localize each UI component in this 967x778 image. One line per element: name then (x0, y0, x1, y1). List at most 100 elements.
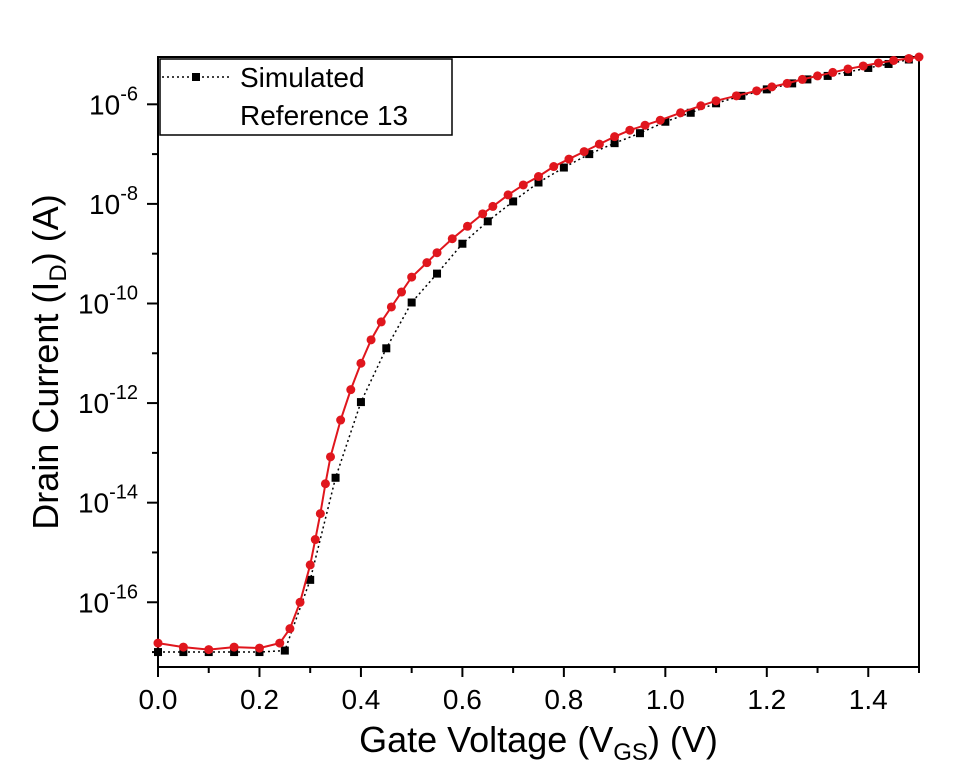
data-point (285, 624, 295, 634)
y-tick-label: 10-8 (89, 183, 138, 220)
y-tick-exponent: -10 (109, 282, 138, 304)
data-point (356, 358, 366, 368)
y-axis-title: Drain Current (ID) (A) (25, 194, 72, 529)
y-tick-base: 10 (89, 189, 120, 220)
data-point (315, 509, 325, 519)
data-point (625, 125, 635, 135)
data-point (386, 302, 396, 312)
data-point (178, 642, 188, 652)
y-tick-label: 10-14 (78, 482, 138, 519)
y-tick-exponent: -12 (109, 382, 138, 404)
data-point (204, 645, 214, 655)
plot-frame (157, 56, 920, 668)
data-point (686, 108, 695, 117)
data-point (458, 239, 467, 248)
data-point (356, 398, 365, 407)
x-axis-title-main: Gate Voltage (V (359, 719, 613, 760)
data-point (310, 535, 320, 545)
y-tick-label: 10-6 (89, 83, 138, 120)
data-point (179, 648, 188, 657)
data-point (884, 59, 893, 68)
data-point (635, 129, 644, 138)
y-tick-exponent: -6 (120, 83, 138, 105)
y-tick-base: 10 (78, 288, 109, 319)
y-axis-title-main: Drain Current (I (25, 282, 66, 530)
data-point (655, 115, 665, 125)
data-point (737, 91, 746, 100)
data-point (873, 58, 883, 68)
x-tick-label: 0.0 (139, 684, 178, 715)
data-point (447, 234, 457, 244)
data-point (478, 209, 488, 219)
x-tick-label: 0.2 (240, 684, 279, 715)
legend: Simulated Reference 13 (159, 58, 453, 136)
y-tick-label: 10-12 (78, 382, 138, 419)
x-tick-label: 1.0 (646, 684, 685, 715)
data-point (376, 317, 386, 327)
y-tick-label: 10-16 (78, 581, 138, 618)
y-axis-title-tail: ) (A) (25, 194, 66, 264)
x-tick-label: 1.4 (849, 684, 888, 715)
data-point (579, 147, 589, 157)
data-point (534, 178, 543, 187)
data-point (676, 108, 686, 118)
y-tick-label: 10-10 (78, 282, 138, 319)
y-tick-exponent: -16 (109, 581, 138, 603)
series-layer (153, 52, 924, 657)
data-point (488, 201, 498, 211)
y-tick-base: 10 (78, 488, 109, 519)
x-tick-label: 0.4 (341, 684, 380, 715)
data-point (509, 197, 518, 206)
y-tick-exponent: -8 (120, 183, 138, 205)
data-point (407, 272, 417, 282)
data-point (153, 638, 163, 648)
series-line (158, 58, 910, 653)
data-point (843, 64, 853, 74)
data-point (306, 575, 315, 584)
data-point (797, 74, 807, 84)
x-tick-label: 0.6 (443, 684, 482, 715)
x-axis-title: Gate Voltage (VGS) (V) (359, 719, 718, 766)
legend-swatch-marker (192, 73, 200, 81)
data-point (914, 52, 924, 62)
data-point (828, 67, 838, 77)
y-tick-base: 10 (78, 587, 109, 618)
data-point (559, 163, 568, 172)
data-point (549, 162, 559, 172)
data-point (154, 648, 162, 657)
data-point (432, 248, 442, 258)
data-point (610, 139, 619, 148)
legend-label: Simulated (240, 62, 365, 93)
data-point (803, 75, 812, 84)
data-point (518, 180, 528, 190)
legend-label: Reference 13 (240, 100, 408, 131)
x-axis: 0.0 0.2 0.4 0.6 0.8 1.0 1.2 1.4 (139, 667, 920, 715)
y-tick-exponent: -14 (109, 482, 138, 504)
data-point (503, 190, 513, 200)
data-point (731, 91, 741, 101)
data-point (305, 560, 315, 570)
x-tick-label: 0.8 (544, 684, 583, 715)
data-point (229, 642, 239, 652)
x-axis-title-sub: GS (613, 739, 648, 766)
series-reference-13 (153, 52, 924, 655)
data-point (346, 385, 356, 395)
data-point (422, 258, 432, 268)
data-point (752, 86, 762, 96)
data-point (254, 643, 264, 653)
data-point (483, 217, 492, 226)
data-point (711, 96, 721, 106)
data-point (610, 132, 620, 142)
data-point (864, 63, 873, 72)
data-point (325, 452, 335, 462)
data-point (407, 298, 416, 307)
data-point (767, 82, 777, 92)
data-point (433, 269, 442, 278)
x-axis-title-tail: ) (V) (648, 719, 718, 760)
data-point (782, 78, 792, 88)
data-point (382, 344, 391, 353)
data-point (696, 101, 706, 111)
data-point (823, 71, 832, 80)
